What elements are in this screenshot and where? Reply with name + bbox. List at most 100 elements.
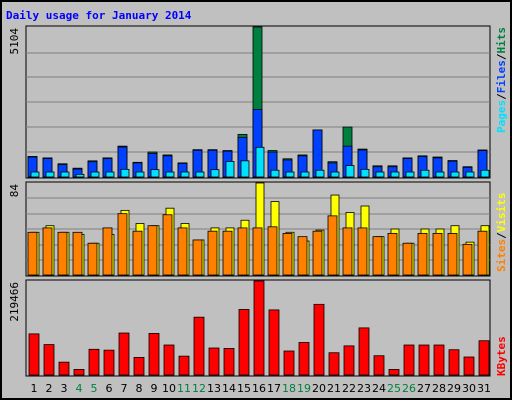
bar-kbytes: [58, 361, 70, 376]
bar-pages: [150, 169, 160, 178]
bar-sites: [252, 227, 263, 276]
legend-panel-1: Pages/Files/Hits: [495, 27, 508, 133]
bar-kbytes: [103, 349, 115, 376]
bar-pages: [405, 171, 415, 178]
bar-kbytes: [448, 349, 460, 376]
x-tick-label: 23: [357, 382, 371, 395]
bar-kbytes: [403, 344, 415, 376]
y-axis-max-label: 5104: [8, 28, 21, 55]
bar-pages: [345, 165, 355, 178]
bar-kbytes: [28, 333, 40, 376]
legend-separator: /: [495, 232, 508, 239]
bar-pages: [165, 171, 175, 178]
bar-pages: [270, 169, 280, 178]
chart-title: Daily usage for January 2014: [6, 9, 192, 22]
bar-kbytes: [73, 369, 85, 376]
bar-kbytes: [418, 344, 430, 376]
x-tick-label: 26: [402, 382, 416, 395]
bar-sites: [57, 231, 68, 276]
x-tick-label: 10: [162, 382, 176, 395]
bar-kbytes: [238, 309, 250, 376]
x-tick-label: 14: [222, 382, 236, 395]
bar-pages: [75, 173, 85, 178]
x-tick-label: 12: [192, 382, 206, 395]
bar-sites: [477, 230, 488, 276]
bar-pages: [480, 169, 490, 178]
bar-sites: [72, 231, 83, 276]
bar-sites: [402, 242, 413, 276]
bar-pages: [60, 171, 70, 178]
bar-sites: [432, 232, 443, 276]
x-tick-label: 22: [342, 382, 356, 395]
bar-pages: [45, 171, 55, 178]
x-tick-label: 20: [312, 382, 326, 395]
bar-sites: [282, 232, 293, 276]
x-tick-label: 31: [477, 382, 491, 395]
x-tick-label: 4: [76, 382, 83, 395]
bar-kbytes: [343, 345, 355, 376]
legend-kbytes: KBytes: [495, 336, 508, 376]
bar-pages: [315, 169, 325, 178]
bar-kbytes: [178, 355, 190, 376]
bar-kbytes: [388, 369, 400, 376]
legend-visits: Visits: [495, 193, 508, 233]
bar-pages: [30, 171, 40, 178]
bar-sites: [312, 230, 323, 276]
x-tick-label: 1: [31, 382, 38, 395]
x-tick-label: 2: [46, 382, 53, 395]
x-tick-label: 16: [252, 382, 266, 395]
bar-sites: [342, 227, 353, 276]
bar-kbytes: [148, 333, 160, 376]
bar-pages: [450, 171, 460, 178]
bar-sites: [162, 214, 173, 276]
bar-pages: [210, 169, 220, 178]
bar-sites: [237, 227, 248, 276]
bar-pages: [195, 171, 205, 178]
bar-pages: [120, 168, 130, 178]
bar-pages: [330, 171, 340, 178]
bar-sites: [297, 236, 308, 276]
legend-panel-3: KBytes: [495, 336, 508, 376]
bar-sites: [222, 230, 233, 276]
bar-kbytes: [88, 348, 100, 376]
bar-sites: [42, 227, 53, 276]
x-tick-label: 29: [447, 382, 461, 395]
bar-pages: [300, 171, 310, 178]
bar-sites: [192, 239, 203, 276]
bar-kbytes: [133, 357, 145, 376]
bar-sites: [27, 231, 38, 276]
bar-sites: [327, 215, 338, 276]
x-tick-label: 25: [387, 382, 401, 395]
bar-sites: [147, 225, 158, 276]
bar-sites: [267, 226, 278, 276]
bar-pages: [375, 171, 385, 178]
bar-sites: [102, 227, 113, 276]
x-tick-label: 7: [121, 382, 128, 395]
bar-kbytes: [358, 327, 370, 376]
bar-pages: [390, 171, 400, 178]
bar-sites: [207, 230, 218, 276]
x-tick-label: 5: [91, 382, 98, 395]
bar-kbytes: [208, 347, 220, 376]
bar-kbytes: [193, 316, 205, 376]
x-tick-label: 11: [177, 382, 191, 395]
x-tick-label: 27: [417, 382, 431, 395]
bar-kbytes: [433, 344, 445, 376]
x-tick-label: 19: [297, 382, 311, 395]
x-tick-label: 28: [432, 382, 446, 395]
x-tick-label: 18: [282, 382, 296, 395]
x-tick-label: 8: [136, 382, 143, 395]
bar-sites: [132, 230, 143, 276]
bar-kbytes: [268, 309, 280, 376]
legend-separator: /: [495, 93, 508, 100]
bar-sites: [177, 227, 188, 276]
bar-sites: [417, 232, 428, 276]
bar-kbytes: [43, 344, 55, 376]
bar-pages: [360, 168, 370, 178]
bar-pages: [180, 171, 190, 178]
bar-pages: [135, 171, 145, 178]
legend-sites: Sites: [495, 239, 508, 272]
legend-panel-2: Sites/Visits: [495, 193, 508, 273]
legend-separator: /: [495, 53, 508, 60]
